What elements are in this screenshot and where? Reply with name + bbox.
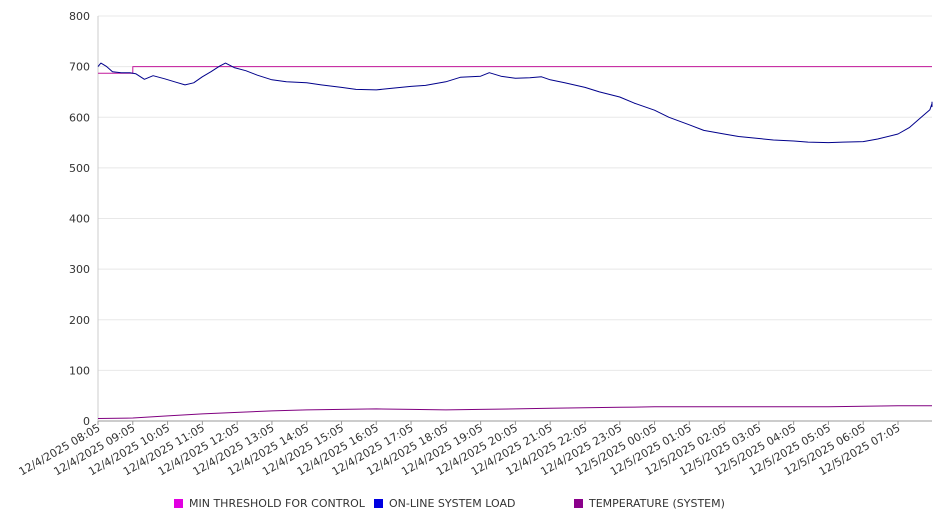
legend-label: ON-LINE SYSTEM LOAD — [389, 497, 516, 510]
y-tick-label: 600 — [69, 111, 90, 124]
y-tick-label: 700 — [69, 61, 90, 74]
y-tick-label: 400 — [69, 213, 90, 226]
series-layer — [97, 62, 933, 419]
legend-swatch — [174, 499, 183, 508]
series-min-threshold-line — [98, 66, 932, 74]
gridlines — [98, 15, 932, 371]
legend-item[interactable]: TEMPERATURE (SYSTEM) — [574, 497, 725, 510]
legend-swatch — [374, 499, 383, 508]
series-online-system-load-line — [97, 62, 933, 144]
legend-label: TEMPERATURE (SYSTEM) — [589, 497, 725, 510]
y-tick-label: 100 — [69, 364, 90, 377]
series-temperature-line — [97, 405, 932, 419]
legend-item[interactable]: ON-LINE SYSTEM LOAD — [374, 497, 515, 510]
legend-item[interactable]: MIN THRESHOLD FOR CONTROL — [174, 497, 365, 510]
y-tick-label: 800 — [69, 10, 90, 23]
y-axis-ticks: 0 100 200 300 400 500 600 700 800 — [69, 10, 90, 428]
legend: MIN THRESHOLD FOR CONTROL ON-LINE SYSTEM … — [0, 497, 946, 515]
legend-swatch — [574, 499, 583, 508]
legend-label: MIN THRESHOLD FOR CONTROL — [189, 497, 365, 510]
y-tick-label: 300 — [69, 263, 90, 276]
y-tick-label: 0 — [83, 415, 90, 428]
y-tick-label: 500 — [69, 162, 90, 175]
y-tick-label: 200 — [69, 314, 90, 327]
